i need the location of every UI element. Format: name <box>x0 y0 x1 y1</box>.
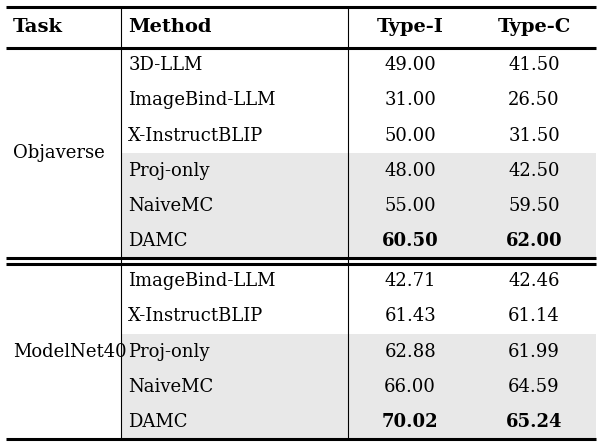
Text: 64.59: 64.59 <box>508 378 560 396</box>
Text: 55.00: 55.00 <box>384 197 436 215</box>
Text: 60.50: 60.50 <box>382 232 438 250</box>
Text: Type-I: Type-I <box>377 18 444 36</box>
Text: 3D-LLM: 3D-LLM <box>128 56 203 74</box>
Text: 61.14: 61.14 <box>508 307 560 326</box>
Text: Proj-only: Proj-only <box>128 343 209 360</box>
Text: 26.50: 26.50 <box>508 91 560 109</box>
Text: ModelNet40: ModelNet40 <box>13 343 127 360</box>
Text: Task: Task <box>13 18 63 36</box>
Text: 62.88: 62.88 <box>384 343 436 360</box>
Bar <box>121 223 596 258</box>
Text: Objaverse: Objaverse <box>13 144 105 162</box>
Text: ImageBind-LLM: ImageBind-LLM <box>128 273 276 290</box>
Text: 49.00: 49.00 <box>384 56 436 74</box>
Bar <box>121 188 596 223</box>
Bar <box>121 404 596 439</box>
Text: 59.50: 59.50 <box>508 197 560 215</box>
Text: 70.02: 70.02 <box>382 413 438 431</box>
Text: 31.00: 31.00 <box>384 91 436 109</box>
Text: 62.00: 62.00 <box>506 232 562 250</box>
Text: 42.46: 42.46 <box>508 273 560 290</box>
Bar <box>121 369 596 404</box>
Text: DAMC: DAMC <box>128 232 188 250</box>
Text: ImageBind-LLM: ImageBind-LLM <box>128 91 276 109</box>
Text: 65.24: 65.24 <box>506 413 562 431</box>
Text: Method: Method <box>128 18 212 36</box>
Text: 42.71: 42.71 <box>385 273 436 290</box>
Text: Type-C: Type-C <box>497 18 571 36</box>
Text: 41.50: 41.50 <box>508 56 560 74</box>
Text: X-InstructBLIP: X-InstructBLIP <box>128 307 264 326</box>
Text: 42.50: 42.50 <box>508 161 560 180</box>
Text: 50.00: 50.00 <box>384 127 436 145</box>
Bar <box>121 334 596 369</box>
Text: 61.43: 61.43 <box>384 307 436 326</box>
Text: DAMC: DAMC <box>128 413 188 431</box>
Text: X-InstructBLIP: X-InstructBLIP <box>128 127 264 145</box>
Text: 61.99: 61.99 <box>508 343 560 360</box>
Text: 31.50: 31.50 <box>508 127 560 145</box>
Text: Proj-only: Proj-only <box>128 161 209 180</box>
Text: 48.00: 48.00 <box>384 161 436 180</box>
Text: NaiveMC: NaiveMC <box>128 378 214 396</box>
Text: 66.00: 66.00 <box>384 378 436 396</box>
Bar <box>121 153 596 188</box>
Text: NaiveMC: NaiveMC <box>128 197 214 215</box>
